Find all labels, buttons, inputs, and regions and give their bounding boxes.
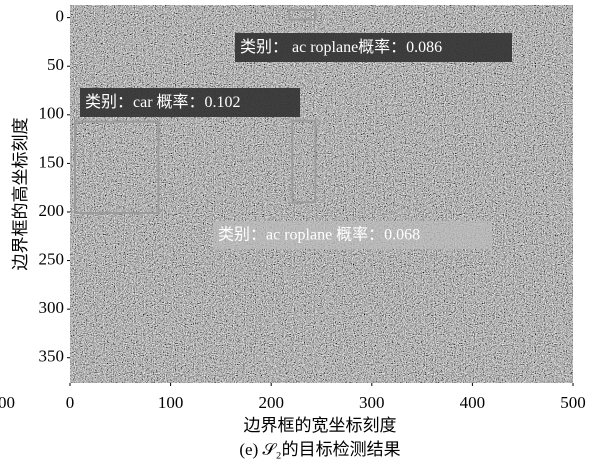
y-tick-label: 350 (39, 347, 65, 366)
annotation: 类别： ac roplane概率：0.086 (240, 38, 442, 56)
x-axis-label: 边界框的宽坐标刻度 (244, 416, 397, 435)
y-tick-label: 200 (39, 201, 65, 220)
annotation: 类别：ac roplane 概率：0.068 (218, 226, 420, 244)
y-tick-label: 50 (47, 55, 64, 74)
x-tick-label: 100 (158, 393, 184, 412)
x-tick-label: 400 (460, 393, 486, 412)
caption: (e) 𝒮₂的目标检测结果 (239, 440, 400, 459)
edge-text: 00 (0, 393, 15, 412)
y-tick-label: 250 (39, 249, 65, 268)
y-tick-label: 150 (39, 152, 65, 171)
x-tick-label: 0 (66, 393, 75, 412)
chart: 边界框的宽坐标刻度 (e) 𝒮₂的目标检测结果 边界框的高坐标刻度 00 0 10… (0, 0, 594, 467)
x-tick-label: 500 (560, 393, 586, 412)
annotation: 类别：car 概率：0.102 (85, 93, 241, 111)
y-tick-label: 100 (39, 104, 65, 123)
y-tick-label: 300 (39, 298, 65, 317)
y-axis-label: 边界框的高坐标刻度 (11, 118, 30, 271)
x-tick-label: 200 (258, 393, 284, 412)
x-tick-label: 300 (359, 393, 385, 412)
y-tick-label: 0 (56, 7, 65, 26)
